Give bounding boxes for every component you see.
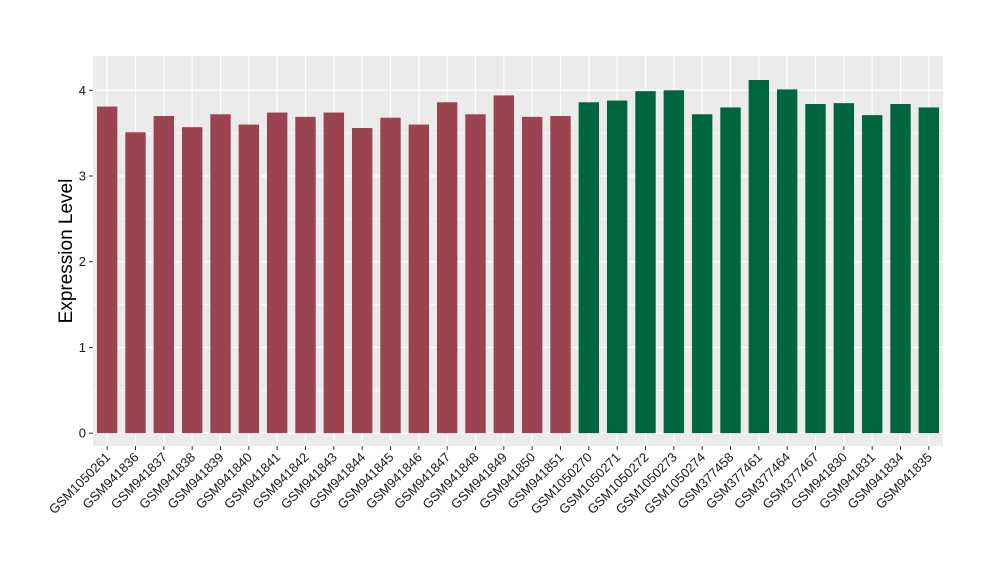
bar-GSM941843 [323,112,345,434]
bar-GSM941837 [153,116,175,434]
bar-GSM377458 [720,107,741,434]
bar-GSM1050270 [578,102,600,434]
bar-GSM941847 [436,102,458,434]
bar-GSM377464 [776,89,798,434]
y-tick-label: 2 [79,254,86,269]
bar-GSM941830 [833,103,855,434]
bar-GSM941831 [861,115,883,434]
bar-GSM941838 [181,127,203,434]
y-tick-label: 3 [79,169,86,184]
bar-GSM941836 [125,132,146,434]
y-tick-label: 4 [79,83,86,98]
bar-GSM1050272 [635,91,656,434]
bars [96,80,940,434]
bar-GSM941846 [408,124,430,434]
bar-GSM377461 [748,80,770,434]
bar-GSM941850 [521,116,543,434]
bar-GSM941844 [351,128,373,434]
bar-GSM941848 [465,114,486,434]
bar-GSM1050273 [663,90,685,434]
plot-panel [93,56,943,446]
bar-GSM1050261 [96,106,118,434]
bar-GSM941849 [493,95,515,434]
bar-GSM941840 [238,124,260,434]
y-axis: 0 1 2 3 4 [79,83,93,441]
bar-GSM941841 [266,112,288,434]
bar-GSM941835 [918,107,940,434]
y-tick-label: 1 [79,340,86,355]
x-axis: GSM1050261GSM941836GSM941837GSM941838GSM… [46,446,935,517]
bar-GSM941842 [295,116,316,434]
y-tick-label: 0 [79,426,86,441]
bar-GSM1050271 [606,100,628,434]
y-axis-title: Expression Level [56,179,77,324]
bar-GSM941839 [210,114,231,434]
bar-GSM941834 [890,104,911,434]
bar-GSM941851 [550,116,571,434]
bar-GSM377467 [805,104,826,434]
bar-GSM1050274 [691,114,713,434]
bar-GSM941845 [380,117,401,434]
